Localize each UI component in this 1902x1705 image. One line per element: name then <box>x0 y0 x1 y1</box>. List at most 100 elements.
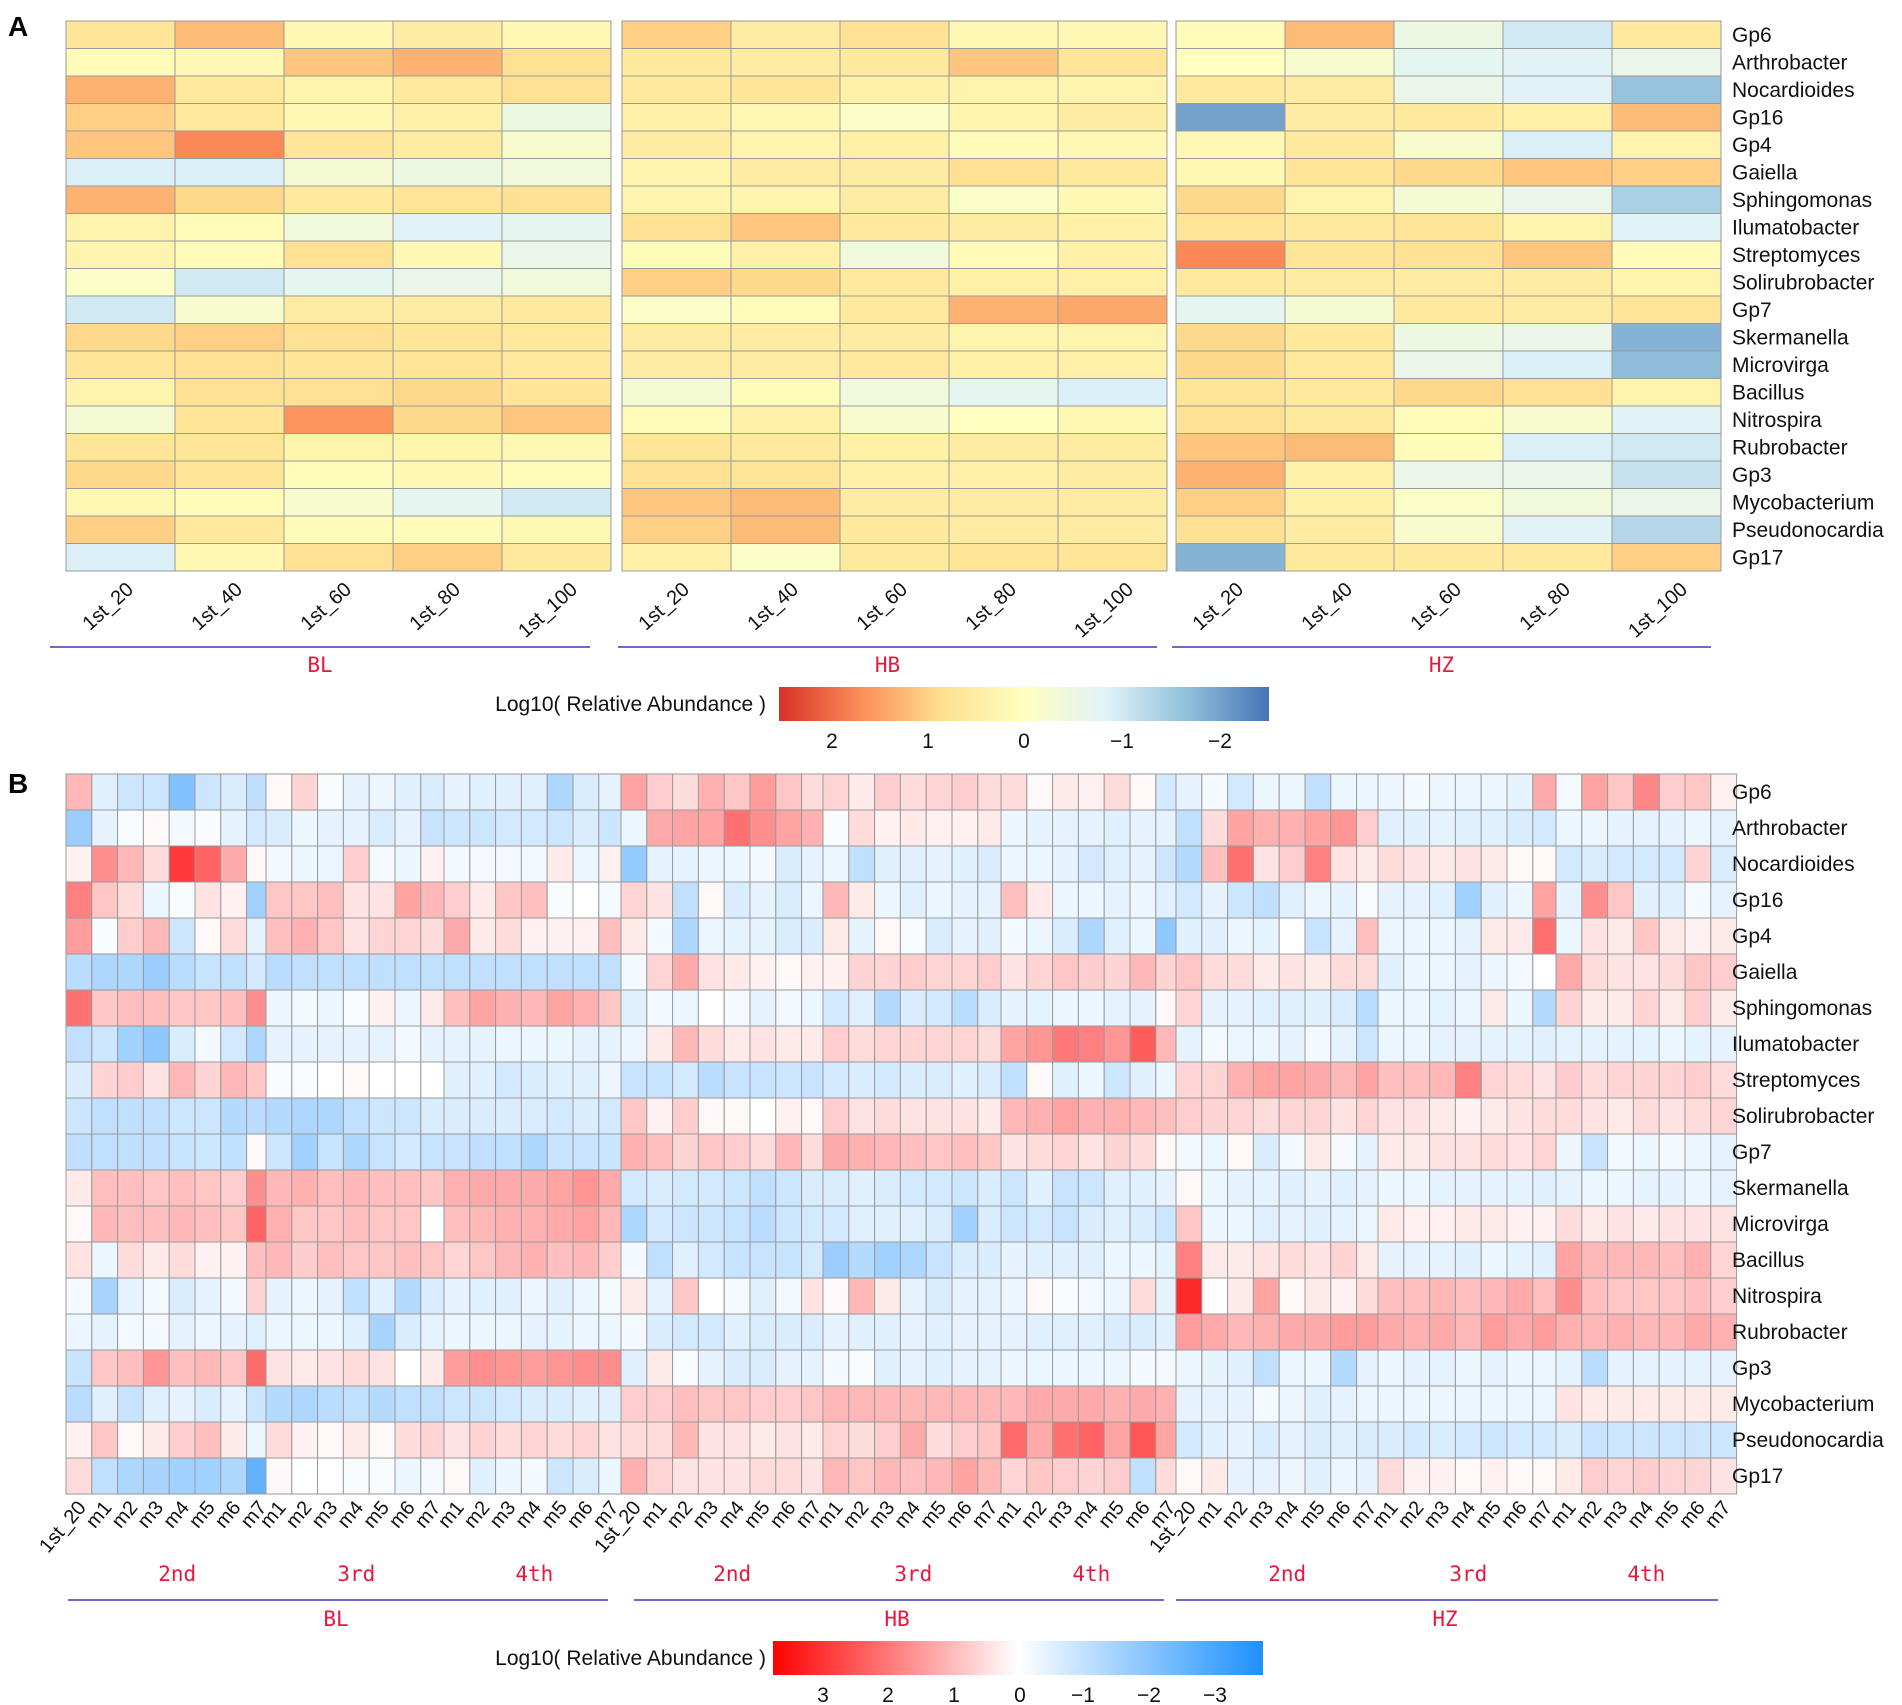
heatmap-b-cell <box>91 1457 119 1495</box>
heatmap-b-cell <box>1201 1241 1229 1279</box>
heatmap-b-cell <box>117 881 144 919</box>
heatmap-a-cell <box>839 460 950 489</box>
heatmap-a-cell <box>1393 213 1504 242</box>
heatmap-b-cell <box>1506 1097 1534 1135</box>
heatmap-b-cell <box>1103 1061 1131 1099</box>
heatmap-a-cell <box>65 20 176 49</box>
heatmap-b-cell <box>1555 1169 1583 1207</box>
heatmap-b-cell <box>1658 1421 1686 1459</box>
heatmap-b-cell <box>265 773 293 811</box>
heatmap-a-cell <box>621 48 732 77</box>
heatmap-b-cell <box>495 1169 522 1207</box>
heatmap-b-cell <box>775 1385 803 1423</box>
heatmap-b-cell <box>925 1421 953 1459</box>
heatmap-b-cell <box>1532 1205 1560 1243</box>
heatmap-b-cell <box>394 1169 422 1207</box>
heatmap-b-cell <box>822 773 850 811</box>
heatmap-b-cell <box>546 917 574 955</box>
heatmap-b-cell <box>1227 1421 1254 1459</box>
heatmap-b-cell <box>1026 809 1054 847</box>
heatmap-b-cell <box>117 1097 144 1135</box>
heatmap-a-cell <box>621 378 732 407</box>
heatmap-a-cell <box>1611 158 1722 187</box>
heatmap-b-cell <box>1710 917 1738 955</box>
heatmap-b-cell <box>1429 917 1456 955</box>
heatmap-b-cell <box>1403 917 1431 955</box>
heatmap-b-cell <box>220 1169 248 1207</box>
heatmap-b-cell <box>749 917 777 955</box>
heatmap-b-cell <box>951 1457 979 1495</box>
heatmap-b-cell <box>194 1169 222 1207</box>
heatmap-b-cell <box>1252 1025 1280 1063</box>
heatmap-b-cell <box>899 1349 927 1387</box>
heatmap-b-cell <box>848 1457 876 1495</box>
heatmap-a-row-label: Solirubrobacter <box>1732 271 1874 294</box>
heatmap-a-cell <box>1175 130 1286 159</box>
heatmap-b-cell <box>91 1205 119 1243</box>
heatmap-b-cell <box>469 1061 497 1099</box>
heatmap-b-row-label: Microvirga <box>1732 1213 1829 1236</box>
heatmap-b-cell <box>572 1097 600 1135</box>
heatmap-b-cell <box>672 1169 699 1207</box>
heatmap-b-cell <box>1129 989 1157 1027</box>
heatmap-b-cell <box>1555 1277 1583 1315</box>
heatmap-a-cell <box>839 240 950 269</box>
heatmap-b-cell <box>822 1205 850 1243</box>
heatmap-b-cell <box>342 1277 370 1315</box>
heatmap-a-cell <box>839 433 950 462</box>
heatmap-b-cell <box>1304 1097 1332 1135</box>
heatmap-b-cell <box>1103 1025 1131 1063</box>
heatmap-b-cell <box>1252 953 1280 991</box>
heatmap-b-cell <box>265 1061 293 1099</box>
heatmap-b-cell <box>1506 845 1534 883</box>
heatmap-b-cell <box>1454 1169 1482 1207</box>
heatmap-b-cell <box>1026 917 1054 955</box>
heatmap-b-cell <box>1555 1133 1583 1171</box>
heatmap-b-cell <box>598 773 626 811</box>
heatmap-a-cell <box>1393 48 1504 77</box>
heatmap-b-cell <box>620 989 648 1027</box>
heatmap-b-cell <box>1000 953 1028 991</box>
heatmap-a-cell <box>948 213 1059 242</box>
heatmap-b-cell <box>951 1349 979 1387</box>
heatmap-b-cell <box>1658 1313 1686 1351</box>
heatmap-a-cell <box>174 213 285 242</box>
heatmap-b-cell <box>749 989 777 1027</box>
heatmap-b-cell <box>1607 989 1634 1027</box>
heatmap-b-cell <box>672 989 699 1027</box>
heatmap-b-cell <box>291 1169 319 1207</box>
heatmap-b-cell <box>1227 809 1254 847</box>
heatmap-b-cell <box>749 845 777 883</box>
site-label: HB <box>884 1607 909 1631</box>
heatmap-b-cell <box>1480 881 1508 919</box>
heatmap-b-cell <box>265 1133 293 1171</box>
heatmap-a-legend-tick: −1 <box>1110 730 1134 753</box>
heatmap-b-cell <box>291 1061 319 1099</box>
heatmap-b-cell <box>1632 1457 1660 1495</box>
heatmap-a-cell <box>1393 185 1504 214</box>
heatmap-b-cell <box>1684 1025 1712 1063</box>
heatmap-b-cell <box>749 1457 777 1495</box>
heatmap-a-cell <box>1611 103 1722 132</box>
heatmap-b-cell <box>117 809 144 847</box>
heatmap-b-cell <box>342 1241 370 1279</box>
heatmap-b-cell <box>646 1349 674 1387</box>
heatmap-b-cell <box>1377 1385 1405 1423</box>
heatmap-b-cell <box>874 1313 901 1351</box>
heatmap-a-cell <box>392 103 503 132</box>
heatmap-b-cell <box>1506 1169 1534 1207</box>
heatmap-a-cell <box>65 405 176 434</box>
heatmap-b-cell <box>265 1277 293 1315</box>
heatmap-b-cell <box>874 845 901 883</box>
heatmap-b-cell <box>394 1313 422 1351</box>
heatmap-b-cell <box>775 1349 803 1387</box>
heatmap-b-cell <box>142 1349 170 1387</box>
heatmap-b-cell <box>1252 989 1280 1027</box>
heatmap-b-cell <box>1252 1457 1280 1495</box>
heatmap-a-cell <box>1057 130 1168 159</box>
heatmap-b-cell <box>1632 809 1660 847</box>
heatmap-b-cell <box>194 1313 222 1351</box>
heatmap-b-cell <box>977 1061 1005 1099</box>
heatmap-a-cell <box>839 185 950 214</box>
heatmap-b-cell <box>394 1025 422 1063</box>
